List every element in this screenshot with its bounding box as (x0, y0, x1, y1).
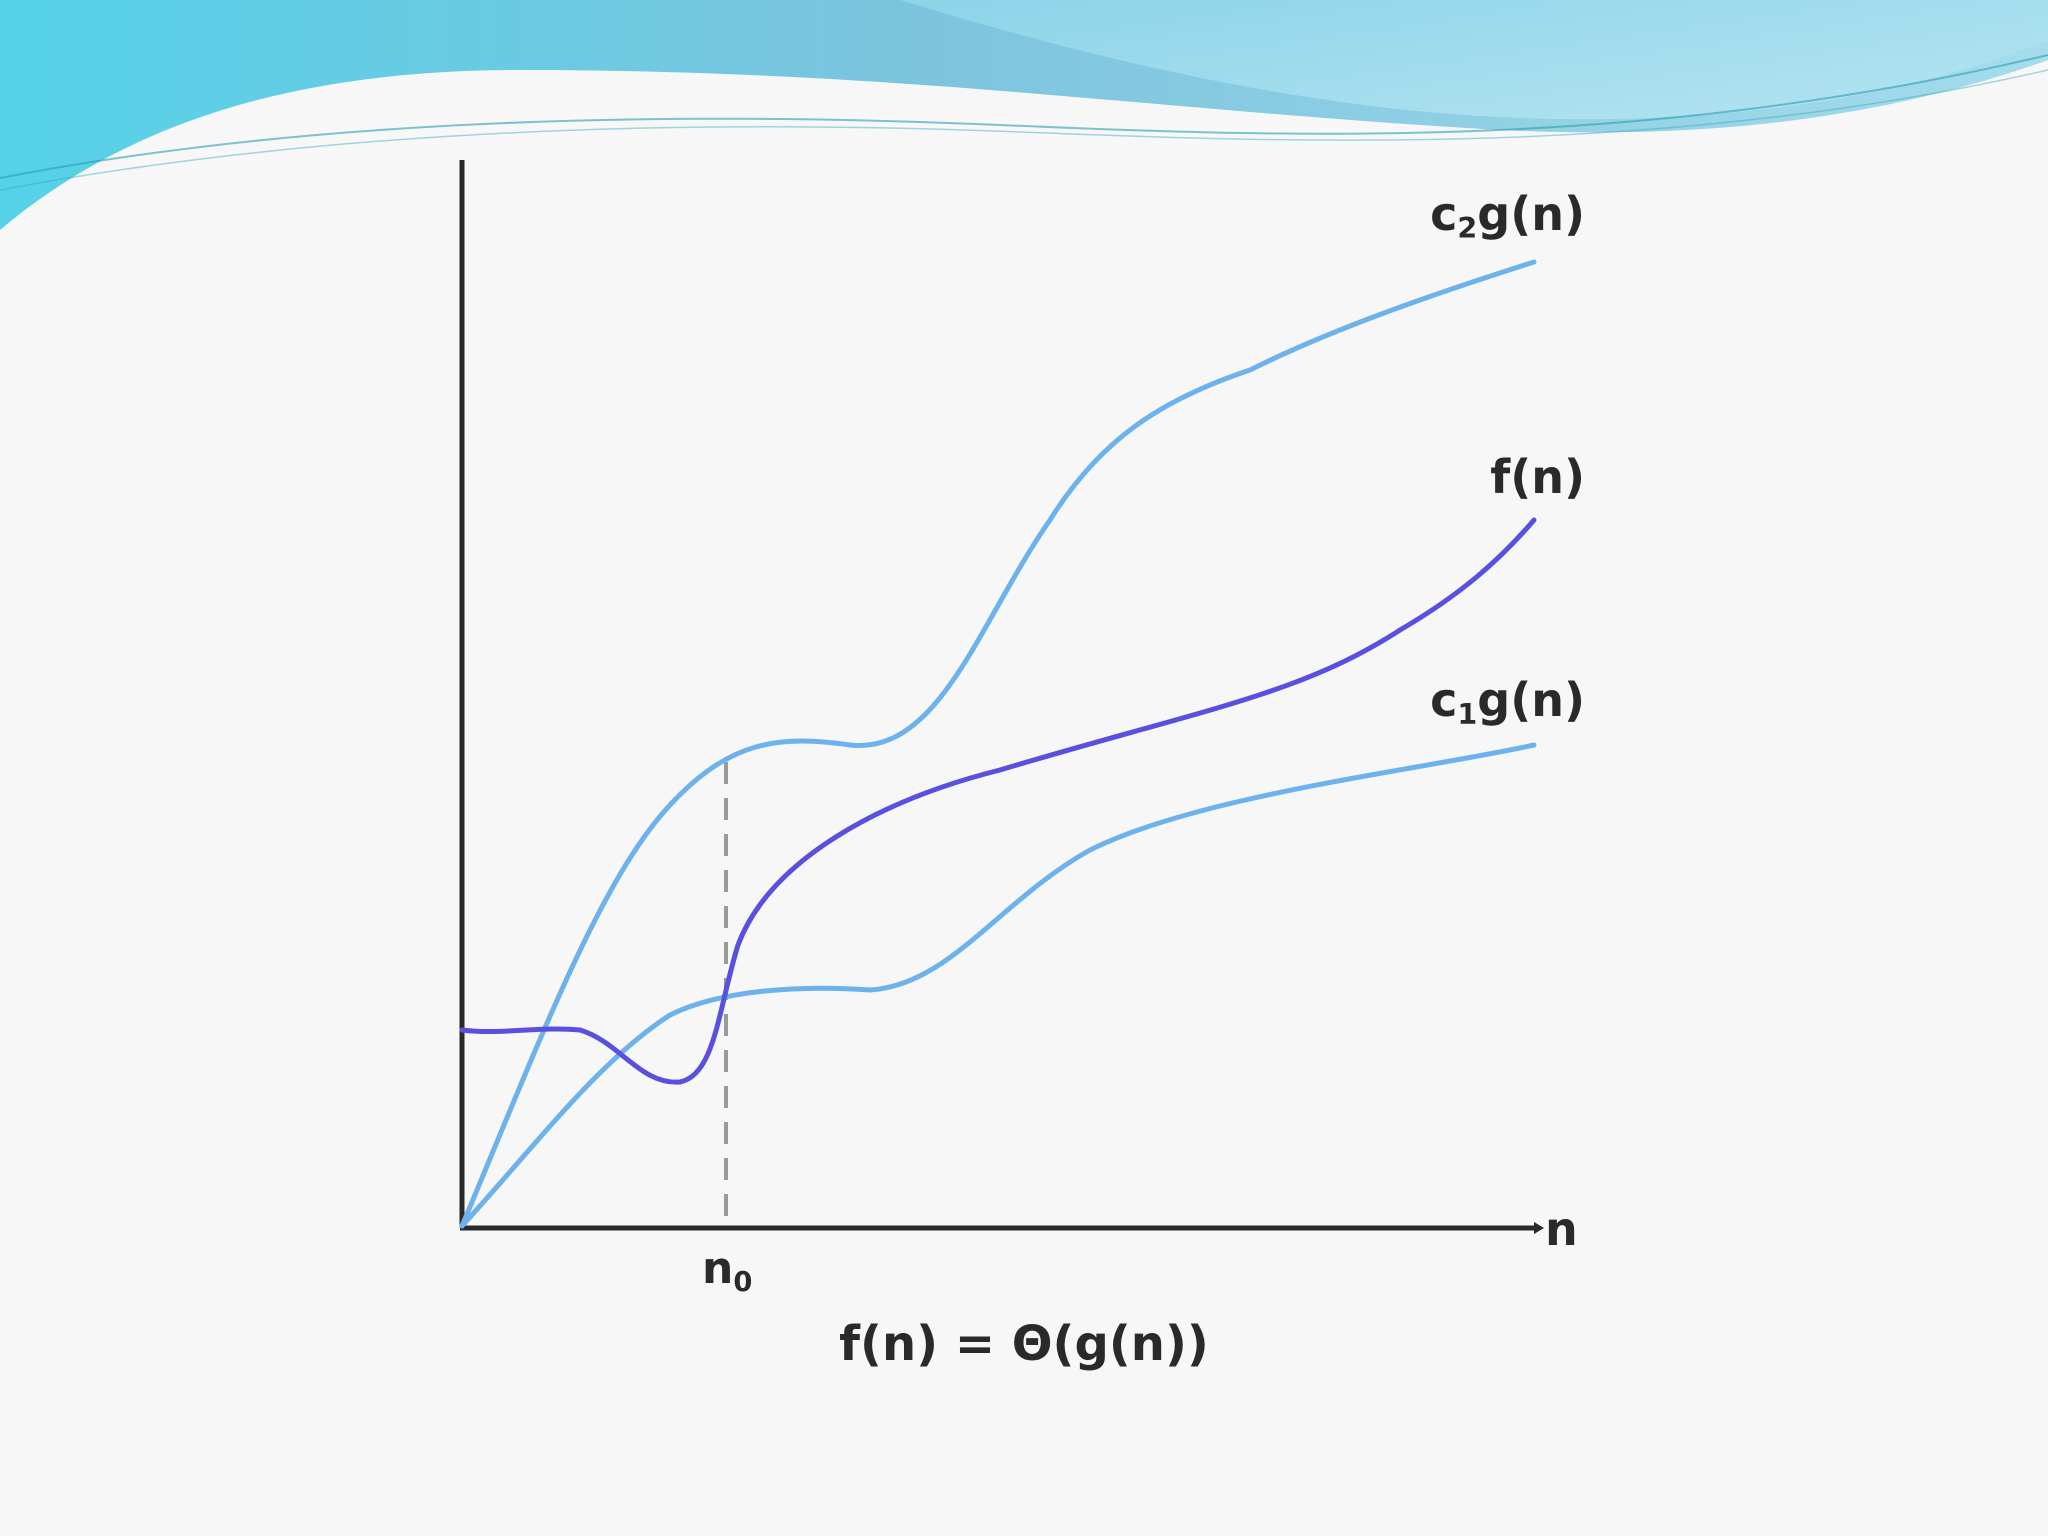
c1g-label: c1g(n) (1430, 673, 1585, 731)
x-axis-arrowhead (1534, 1222, 1544, 1234)
c2g-curve (459, 259, 1537, 1229)
header-wave-decoration (0, 0, 2048, 230)
f-label: f(n) (1490, 450, 1585, 504)
equation-caption: f(n) = Θ(g(n)) (839, 1316, 1209, 1372)
axes (459, 160, 1544, 1234)
x-axis-label: n (1545, 1202, 1578, 1256)
c1g-curve (459, 742, 1537, 1229)
n0-label: n0 (702, 1243, 752, 1298)
c2g-label: c2g(n) (1430, 187, 1585, 245)
f-curve (459, 517, 1537, 1085)
